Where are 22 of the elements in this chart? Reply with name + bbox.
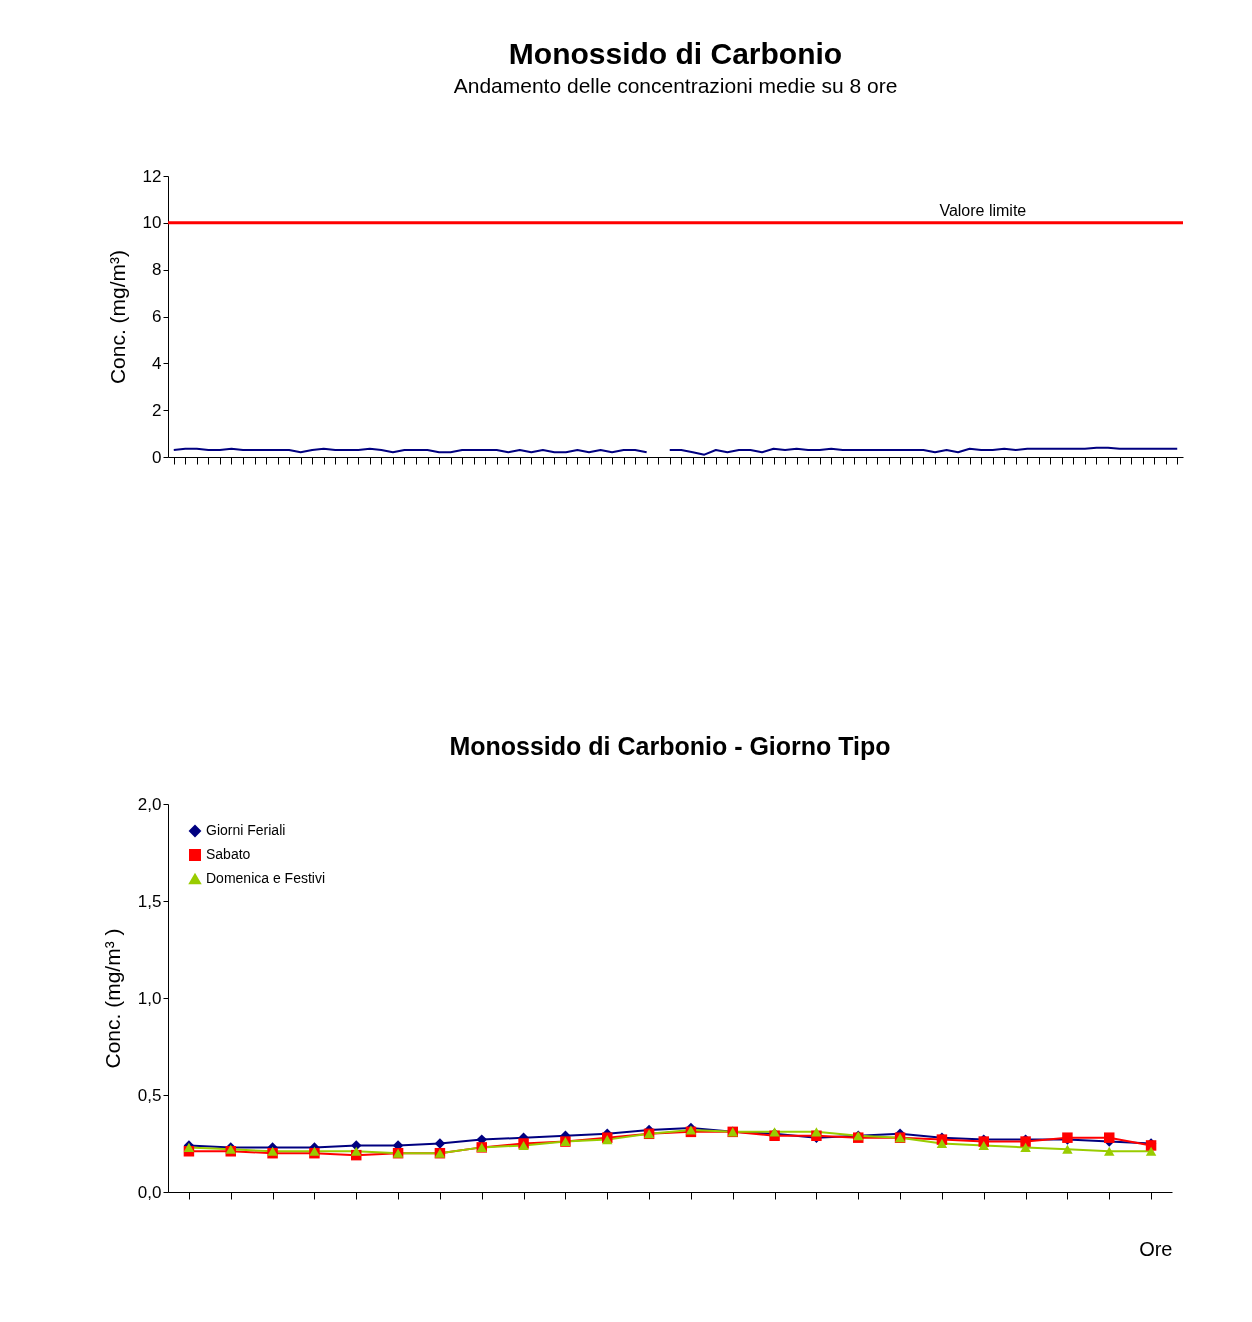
x-axis-title: Ore [1139,1238,1173,1260]
y-tick-label: 0,0 [137,1182,162,1202]
y-tick-label: 1,5 [137,891,162,911]
y-tick-label: 4 [152,353,162,373]
y-axis-title: Conc. (mg/m³ ) [100,928,124,1069]
chart-title: Monossido di Carbonio - Giorno Tipo [449,732,891,760]
y-tick-label: 0 [152,447,162,467]
y-tick-label: 2 [152,400,162,420]
ref-line-label: Valore limite [939,201,1027,219]
y-tick-label: 8 [152,260,162,280]
chart-title: Monossido di Carbonio [508,37,843,70]
y-tick-label: 2,0 [137,794,162,814]
y-tick-label: 12 [142,166,162,186]
y-tick-label: 6 [152,307,162,326]
y-tick-label: 1,0 [137,988,162,1008]
y-tick-label: 0,5 [137,1085,162,1105]
y-tick-label: 10 [142,213,162,233]
legend-label: Sabato [206,846,251,862]
chart-subtitle: Andamento delle concentrazioni medie su 8 ore [453,74,898,97]
legend-label: Giorni Feriali [206,822,286,838]
y-axis-title: Conc. (mg/m³) [105,249,129,385]
legend-label: Domenica e Festivi [206,870,326,886]
